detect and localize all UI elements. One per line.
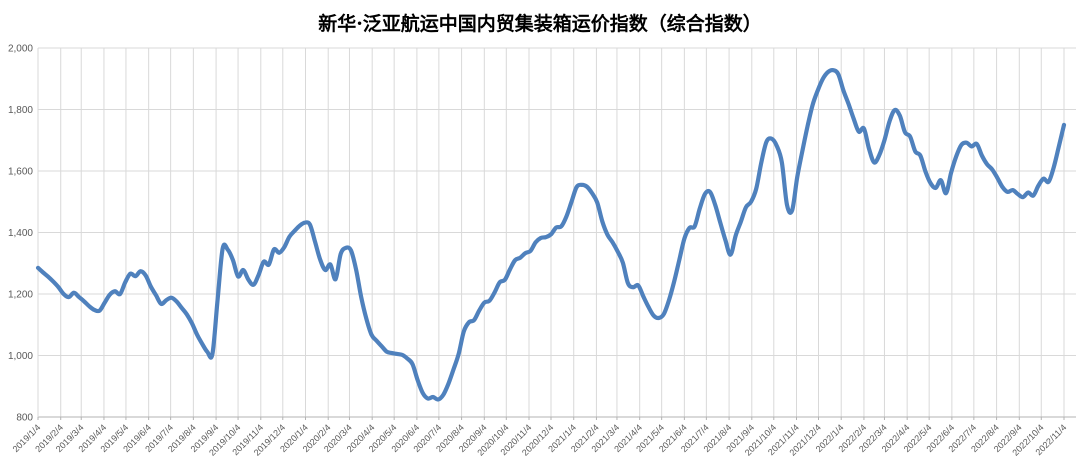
y-axis-tick-label: 800 <box>16 413 33 424</box>
y-axis-labels: 800 1,000 1,200 1,400 1,600 1,800 2,000 <box>8 44 33 424</box>
axes <box>37 48 1076 420</box>
x-axis-labels: 2019/1/42019/2/42019/3/42019/4/42019/5/4… <box>11 422 1069 457</box>
data-series <box>35 67 1067 402</box>
gridlines <box>37 47 1076 418</box>
y-axis-tick-label: 2,000 <box>8 44 33 55</box>
y-axis-tick-label: 1,800 <box>8 105 33 116</box>
chart-title: 新华·泛亚航运中国内贸集装箱运价指数（综合指数） <box>318 12 762 35</box>
index-line <box>35 67 1067 402</box>
y-axis-tick-label: 1,600 <box>8 167 33 178</box>
y-axis-tick-label: 1,400 <box>8 228 33 239</box>
y-axis-tick-label: 1,000 <box>8 351 33 362</box>
y-axis-tick-label: 1,200 <box>8 290 33 301</box>
